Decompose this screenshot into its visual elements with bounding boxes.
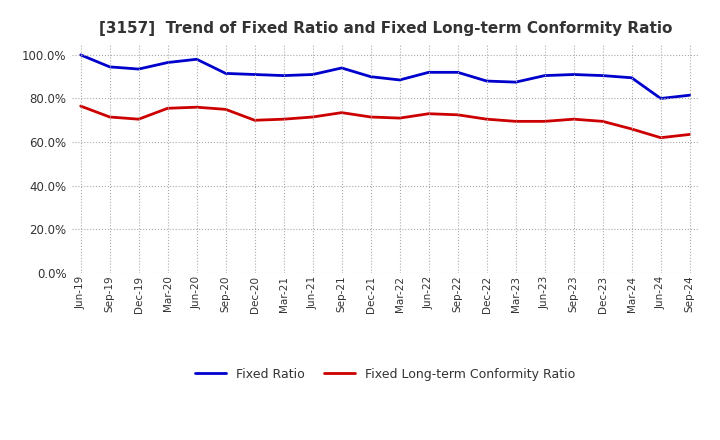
Fixed Long-term Conformity Ratio xyxy=(482,117,491,122)
Fixed Long-term Conformity Ratio xyxy=(279,117,288,122)
Fixed Ratio xyxy=(424,70,433,75)
Fixed Ratio xyxy=(192,57,201,62)
Fixed Ratio xyxy=(338,65,346,70)
Fixed Ratio xyxy=(657,96,665,101)
Fixed Ratio xyxy=(105,64,114,70)
Fixed Long-term Conformity Ratio xyxy=(308,114,317,120)
Fixed Ratio xyxy=(76,52,85,58)
Fixed Long-term Conformity Ratio xyxy=(163,106,172,111)
Fixed Ratio xyxy=(627,75,636,81)
Fixed Long-term Conformity Ratio xyxy=(76,103,85,109)
Fixed Ratio xyxy=(541,73,549,78)
Fixed Ratio xyxy=(685,92,694,98)
Fixed Long-term Conformity Ratio xyxy=(511,119,520,124)
Fixed Ratio xyxy=(482,78,491,84)
Fixed Ratio xyxy=(308,72,317,77)
Fixed Long-term Conformity Ratio xyxy=(627,126,636,132)
Fixed Long-term Conformity Ratio xyxy=(685,132,694,137)
Fixed Ratio xyxy=(163,60,172,65)
Fixed Long-term Conformity Ratio xyxy=(570,117,578,122)
Fixed Ratio xyxy=(135,66,143,72)
Fixed Long-term Conformity Ratio xyxy=(424,111,433,116)
Fixed Ratio xyxy=(366,74,375,79)
Fixed Ratio xyxy=(570,72,578,77)
Title: [3157]  Trend of Fixed Ratio and Fixed Long-term Conformity Ratio: [3157] Trend of Fixed Ratio and Fixed Lo… xyxy=(99,21,672,36)
Fixed Ratio xyxy=(221,71,230,76)
Fixed Long-term Conformity Ratio xyxy=(105,114,114,120)
Fixed Long-term Conformity Ratio xyxy=(657,135,665,140)
Fixed Ratio xyxy=(511,80,520,85)
Fixed Ratio xyxy=(251,72,259,77)
Fixed Ratio xyxy=(598,73,607,78)
Fixed Long-term Conformity Ratio xyxy=(395,115,404,121)
Fixed Long-term Conformity Ratio xyxy=(221,107,230,112)
Fixed Long-term Conformity Ratio xyxy=(251,117,259,123)
Fixed Long-term Conformity Ratio xyxy=(454,112,462,117)
Fixed Ratio xyxy=(454,70,462,75)
Fixed Ratio xyxy=(395,77,404,83)
Fixed Long-term Conformity Ratio xyxy=(338,110,346,115)
Fixed Long-term Conformity Ratio xyxy=(541,119,549,124)
Fixed Ratio xyxy=(279,73,288,78)
Fixed Long-term Conformity Ratio xyxy=(192,105,201,110)
Fixed Long-term Conformity Ratio xyxy=(135,117,143,122)
Fixed Long-term Conformity Ratio xyxy=(598,119,607,124)
Fixed Long-term Conformity Ratio xyxy=(366,114,375,120)
Line: Fixed Ratio: Fixed Ratio xyxy=(81,55,690,99)
Line: Fixed Long-term Conformity Ratio: Fixed Long-term Conformity Ratio xyxy=(81,106,690,138)
Legend: Fixed Ratio, Fixed Long-term Conformity Ratio: Fixed Ratio, Fixed Long-term Conformity … xyxy=(190,363,580,385)
